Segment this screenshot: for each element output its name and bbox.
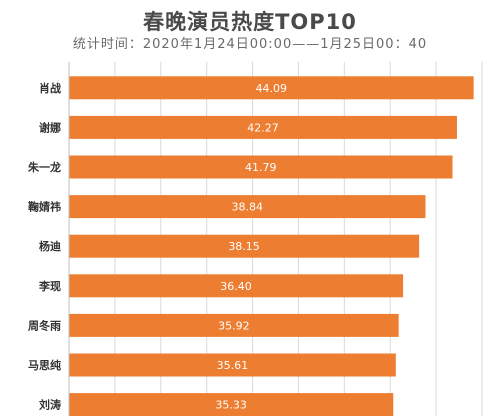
value-label: 38.84 (231, 201, 263, 214)
bar (69, 115, 457, 139)
bar (69, 393, 394, 416)
value-label: 38.15 (228, 240, 260, 253)
value-label: 35.33 (215, 399, 247, 412)
category-label: 刘涛 (39, 398, 61, 412)
value-label: 35.92 (218, 319, 250, 332)
bar (69, 155, 453, 179)
category-label: 谢娜 (39, 120, 61, 134)
bar (69, 195, 426, 219)
value-label: 42.27 (247, 121, 279, 134)
chart-title: 春晚演员热度TOP10 (143, 10, 357, 34)
bar (69, 274, 404, 298)
chart-subtitle: 统计时间：2020年1月24日00:00——1月25日00：40 (72, 37, 428, 52)
category-label: 李现 (38, 279, 61, 293)
category-label: 鞠婧祎 (28, 200, 61, 214)
bar (69, 76, 474, 100)
bar (69, 353, 396, 377)
value-label: 44.09 (256, 82, 288, 95)
value-label: 41.79 (245, 161, 277, 174)
category-label: 肖战 (39, 81, 61, 95)
bar (69, 313, 399, 337)
value-label: 35.61 (217, 359, 249, 372)
category-label: 马思纯 (28, 358, 61, 372)
category-label: 朱一龙 (27, 160, 61, 174)
bar (69, 234, 420, 258)
category-label: 杨迪 (39, 239, 61, 253)
value-label: 36.40 (220, 280, 252, 293)
category-label: 周冬雨 (28, 318, 61, 332)
